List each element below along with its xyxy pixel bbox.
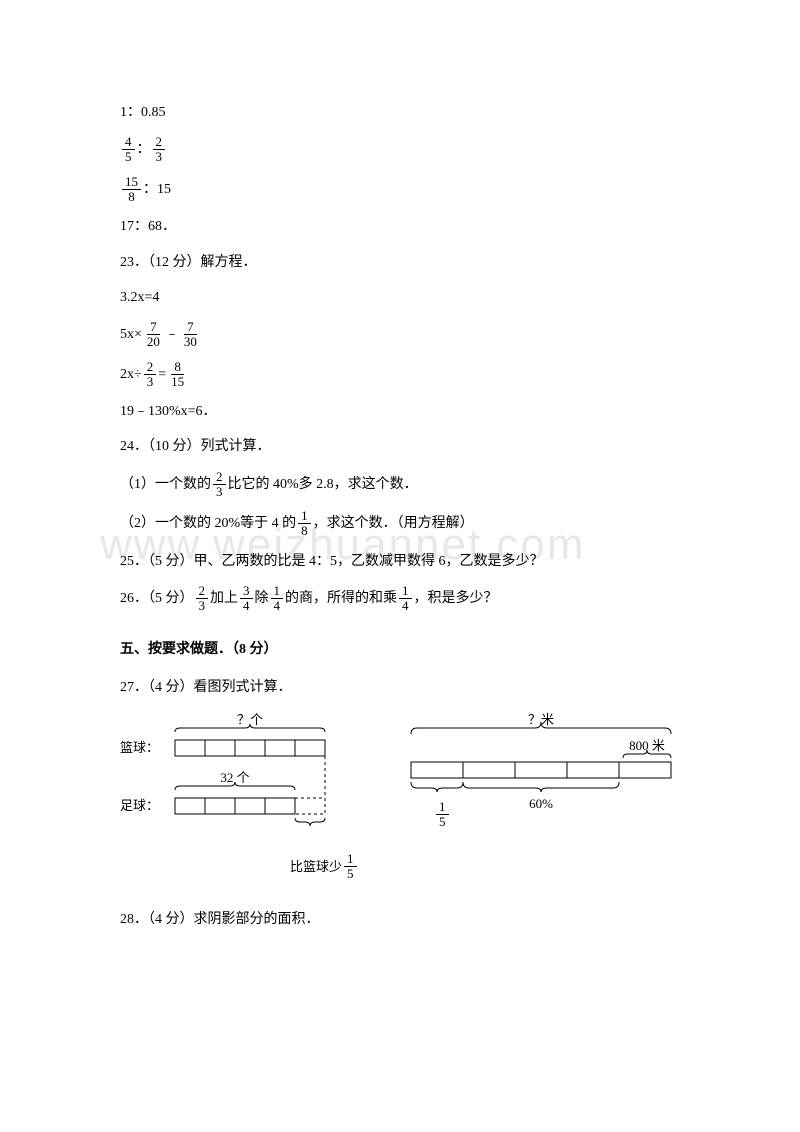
prefix: （2）一个数的 20%等于 4 的 — [120, 511, 296, 536]
tail: 比它的 40%多 2.8，求这个数． — [228, 472, 418, 497]
basketball-label: 篮球： — [120, 740, 159, 755]
tail: ：15 — [143, 177, 171, 202]
prefix: 比篮球少 — [290, 855, 342, 878]
eq-4: 19﹣130%x=6． — [120, 399, 680, 424]
p3: 除 — [255, 586, 269, 611]
line-ratio-2: 45 ： 23 — [120, 135, 680, 165]
q27-title: 27．（4 分）看图列式计算． — [120, 675, 680, 700]
fraction-2-3c: 23 — [213, 470, 226, 500]
line-ratio-4: 17：68． — [120, 214, 680, 239]
line-ratio-1: 1：0.85 — [120, 100, 680, 125]
left-bottom-label: 比篮球少 15 — [290, 852, 680, 882]
equals: = — [158, 362, 166, 387]
fraction-7-30: 730 — [181, 320, 200, 350]
prefix: 5x× — [120, 322, 142, 347]
fraction-15-8: 158 — [122, 175, 141, 205]
p5: ，积是多少？ — [414, 586, 498, 611]
q28-title: 28．（4 分）求阴影部分的面积． — [120, 907, 680, 932]
p4: 的商，所得的和乘 — [285, 586, 397, 611]
eq-2: 5x× 720 ﹣ 730 — [120, 320, 680, 350]
football-label: 足球： — [120, 798, 159, 813]
eq-1: 3.2x=4 — [120, 285, 680, 310]
fraction-2-3: 23 — [153, 135, 166, 165]
fraction-1-4b: 14 — [399, 584, 412, 614]
right-frac-1-5: 15 — [434, 800, 451, 830]
q24-1: （1）一个数的 23 比它的 40%多 2.8，求这个数． — [120, 470, 680, 500]
q25: 25．（5 分）甲、乙两数的比是 4：5，乙数减甲数得 6，乙数是多少？ — [120, 549, 680, 574]
q24-2: （2）一个数的 20%等于 4 的 18 ，求这个数．（用方程解） — [120, 509, 680, 539]
fraction-1-5b: 15 — [436, 800, 449, 830]
p1: 26．（5 分） — [120, 586, 194, 611]
line-ratio-3: 158 ：15 — [120, 175, 680, 205]
q26: 26．（5 分） 23 加上 34 除 14 的商，所得的和乘 14 ，积是多少… — [120, 584, 680, 614]
fraction-8-15: 815 — [168, 360, 187, 390]
q23-title: 23．（12 分）解方程． — [120, 250, 680, 275]
pct-label: 60% — [530, 796, 554, 811]
colon: ： — [137, 137, 151, 162]
fraction-1-4: 14 — [271, 584, 284, 614]
section-5-title: 五、按要求做题．（8 分） — [120, 637, 680, 662]
fraction-1-8: 18 — [298, 509, 311, 539]
minus: ﹣ — [165, 322, 179, 347]
tail: ，求这个数．（用方程解） — [313, 511, 474, 536]
fraction-2-3b: 23 — [144, 360, 157, 390]
prefix: 2x÷ — [120, 362, 142, 387]
page-content: 1：0.85 45 ： 23 158 ：15 17：68． 23．（12 分）解… — [0, 0, 800, 983]
eq-3: 2x÷ 23 = 815 — [120, 360, 680, 390]
prefix: （1）一个数的 — [120, 472, 211, 497]
fraction-3-4: 34 — [240, 584, 253, 614]
fraction-4-5: 45 — [122, 135, 135, 165]
fraction-2-3d: 23 — [196, 584, 209, 614]
fraction-7-20: 720 — [144, 320, 163, 350]
p2: 加上 — [210, 586, 238, 611]
fraction-1-5: 15 — [344, 852, 357, 882]
q24-title: 24．（10 分）列式计算． — [120, 434, 680, 459]
